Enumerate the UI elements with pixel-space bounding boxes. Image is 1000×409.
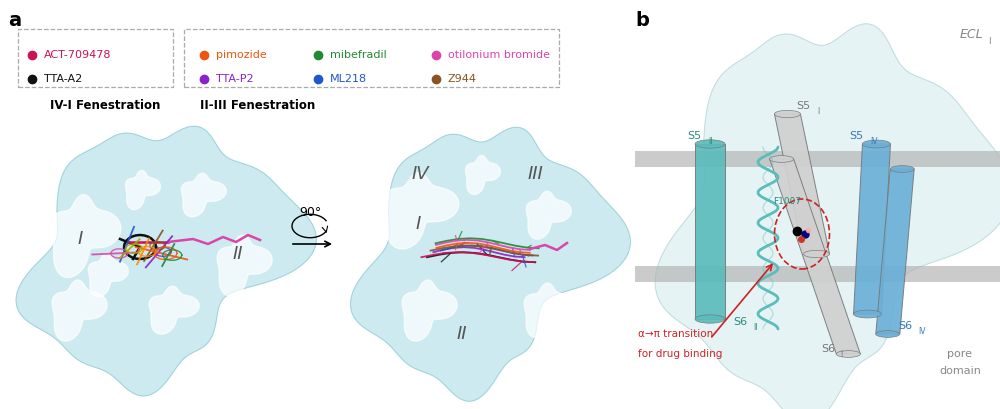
Text: S5: S5 [849, 131, 863, 141]
Text: III: III [527, 165, 543, 183]
Ellipse shape [770, 156, 794, 162]
Polygon shape [217, 235, 272, 296]
Text: b: b [635, 11, 649, 30]
Text: II: II [233, 245, 243, 263]
Polygon shape [695, 144, 725, 319]
Ellipse shape [695, 315, 725, 323]
Polygon shape [854, 144, 890, 314]
Text: II: II [753, 323, 758, 332]
Text: domain: domain [939, 366, 981, 376]
Text: II: II [457, 325, 467, 343]
Text: pimozide: pimozide [216, 50, 267, 60]
Text: I: I [988, 36, 991, 45]
Text: 90°: 90° [299, 205, 321, 218]
Ellipse shape [890, 166, 914, 172]
Polygon shape [16, 126, 316, 396]
Text: S5: S5 [687, 131, 701, 141]
Polygon shape [384, 173, 459, 249]
Text: IV: IV [870, 137, 878, 146]
Text: S6: S6 [898, 321, 912, 331]
Text: IV: IV [411, 165, 429, 183]
Bar [635, 151, 1000, 167]
Ellipse shape [695, 140, 725, 148]
Ellipse shape [862, 140, 890, 148]
Polygon shape [655, 24, 1000, 409]
Text: S6: S6 [821, 344, 835, 354]
Polygon shape [149, 286, 199, 334]
Text: F1007: F1007 [773, 196, 801, 205]
Text: pore: pore [948, 349, 972, 359]
Text: ACT-709478: ACT-709478 [44, 50, 112, 60]
Text: mibefradil: mibefradil [330, 50, 387, 60]
Text: ML218: ML218 [330, 74, 367, 84]
Polygon shape [351, 127, 630, 401]
Text: I: I [817, 107, 819, 116]
Polygon shape [465, 155, 500, 195]
Polygon shape [770, 159, 860, 354]
Text: TTA-A2: TTA-A2 [44, 74, 82, 84]
Polygon shape [52, 280, 107, 341]
Text: otilonium bromide: otilonium bromide [448, 50, 550, 60]
Text: IV: IV [918, 327, 926, 336]
Ellipse shape [836, 351, 860, 357]
Polygon shape [51, 195, 121, 277]
Text: I: I [415, 215, 421, 233]
Text: ECL: ECL [960, 27, 984, 40]
Text: S6: S6 [733, 317, 747, 327]
Text: α→π transition: α→π transition [638, 329, 713, 339]
Text: Z944: Z944 [448, 74, 477, 84]
Polygon shape [524, 283, 574, 337]
Polygon shape [402, 280, 457, 341]
Polygon shape [88, 253, 128, 297]
Polygon shape [774, 114, 830, 254]
Polygon shape [125, 171, 160, 209]
Text: S5: S5 [796, 101, 810, 111]
Text: for drug binding: for drug binding [638, 349, 722, 359]
Text: IV-I Fenestration: IV-I Fenestration [50, 99, 160, 112]
Text: II: II [708, 137, 712, 146]
Text: TTA-P2: TTA-P2 [216, 74, 254, 84]
Text: a: a [8, 11, 21, 30]
Bar [635, 266, 1000, 282]
Text: I: I [77, 230, 83, 248]
Polygon shape [876, 169, 914, 334]
Ellipse shape [774, 110, 800, 118]
Polygon shape [181, 173, 226, 217]
Text: II-III Fenestration: II-III Fenestration [200, 99, 315, 112]
Ellipse shape [854, 310, 882, 318]
Text: I: I [840, 350, 842, 359]
Polygon shape [526, 191, 571, 239]
Ellipse shape [876, 330, 900, 337]
Ellipse shape [804, 250, 830, 258]
